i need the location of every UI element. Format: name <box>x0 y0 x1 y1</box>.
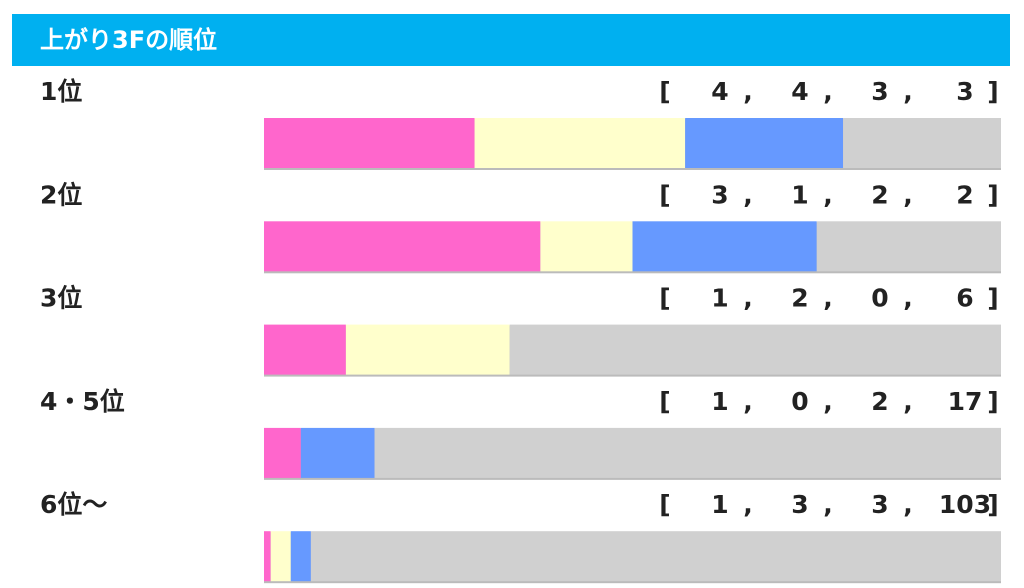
count-label: 6 <box>956 284 973 313</box>
separator: , <box>823 77 833 106</box>
separator: , <box>743 490 753 519</box>
separator: , <box>903 387 913 416</box>
row-label: 3位 <box>40 284 82 313</box>
bracket: ] <box>987 387 998 416</box>
count-label: 3 <box>871 490 888 519</box>
count-label: 3 <box>871 77 888 106</box>
bracket: [ <box>659 490 670 519</box>
row-label: 2位 <box>40 180 82 209</box>
bracket: ] <box>987 180 998 209</box>
separator: , <box>903 77 913 106</box>
separator: , <box>823 180 833 209</box>
bar-segment <box>264 531 271 582</box>
count-label: 4 <box>711 77 728 106</box>
count-label: 0 <box>871 284 888 313</box>
separator: , <box>823 284 833 313</box>
count-label: 3 <box>791 490 808 519</box>
separator: , <box>903 490 913 519</box>
row-label: 4・5位 <box>40 387 125 416</box>
count-label: 2 <box>871 180 888 209</box>
count-label: 103 <box>939 490 991 519</box>
bar-segment <box>264 118 475 168</box>
bar-segment <box>264 427 301 478</box>
bar-segment <box>685 118 844 168</box>
separator: , <box>823 387 833 416</box>
separator: , <box>823 490 833 519</box>
bar-segment <box>540 221 633 272</box>
separator: , <box>743 77 753 106</box>
count-label: 3 <box>711 180 728 209</box>
count-label: 17 <box>948 387 983 416</box>
separator: , <box>903 284 913 313</box>
bracket: ] <box>987 77 998 106</box>
bar-segment <box>300 427 375 478</box>
bar-segment <box>509 324 1001 375</box>
bar-segment <box>816 221 1001 272</box>
count-label: 2 <box>871 387 888 416</box>
bar-segment <box>632 221 817 272</box>
separator: , <box>743 284 753 313</box>
count-label: 2 <box>791 284 808 313</box>
bar-segment <box>264 221 541 272</box>
bracket: [ <box>659 180 670 209</box>
bar-segment <box>843 118 1001 168</box>
count-label: 0 <box>791 387 808 416</box>
bar-segment <box>474 118 686 168</box>
separator: , <box>903 180 913 209</box>
count-label: 1 <box>711 387 728 416</box>
bracket: ] <box>987 490 998 519</box>
separator: , <box>743 387 753 416</box>
bar-segment <box>374 427 1001 478</box>
row-label: 1位 <box>40 77 82 106</box>
count-label: 3 <box>956 77 973 106</box>
bar-segment <box>345 324 510 375</box>
bracket: [ <box>659 284 670 313</box>
count-label: 1 <box>711 284 728 313</box>
count-label: 2 <box>956 180 973 209</box>
count-label: 4 <box>791 77 808 106</box>
bar-segment <box>290 531 311 582</box>
row-label: 6位〜 <box>40 490 107 519</box>
bar-segment <box>270 531 291 582</box>
bar-segment <box>310 531 1001 582</box>
bar-segment <box>264 324 346 375</box>
count-label: 1 <box>791 180 808 209</box>
bracket: [ <box>659 77 670 106</box>
separator: , <box>743 180 753 209</box>
count-label: 1 <box>711 490 728 519</box>
chart-title: 上がり3Fの順位 <box>40 26 217 54</box>
bracket: [ <box>659 387 670 416</box>
bracket: ] <box>987 284 998 313</box>
header-bar <box>12 14 1010 66</box>
